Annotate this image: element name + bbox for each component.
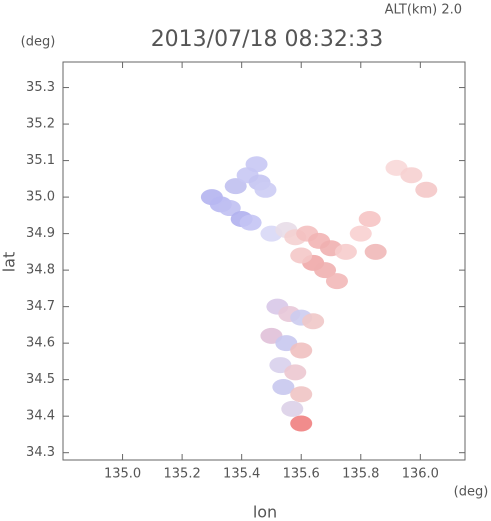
- chart-title: 2013/07/18 08:32:33: [151, 27, 384, 52]
- x-tick-label: 135.8: [342, 467, 379, 482]
- echo-patch: [334, 243, 357, 260]
- echo-patch: [349, 225, 372, 242]
- echo-patch: [325, 273, 348, 290]
- echo-patch: [290, 386, 313, 403]
- y-tick-label: 34.5: [26, 372, 55, 387]
- echo-patch: [400, 167, 423, 184]
- x-tick-label: 135.0: [104, 467, 141, 482]
- echo-patch: [224, 178, 247, 195]
- y-tick-label: 34.4: [26, 409, 55, 424]
- y-axis-label: lat: [0, 252, 19, 273]
- y-tick-label: 35.2: [26, 117, 55, 132]
- echo-patch: [302, 313, 325, 330]
- x-tick-label: 135.2: [164, 467, 201, 482]
- echo-patch: [290, 247, 313, 264]
- echo-patch: [364, 243, 387, 260]
- y-tick-label: 34.6: [26, 336, 55, 351]
- x-axis-label: lon: [253, 503, 277, 521]
- echo-patch: [245, 156, 268, 173]
- echo-patch: [239, 214, 262, 231]
- echo-patch: [415, 181, 438, 198]
- echo-patch: [314, 262, 337, 279]
- echo-patch: [272, 378, 295, 395]
- echo-patch: [284, 364, 307, 381]
- y-tick-label: 34.8: [26, 263, 55, 278]
- y-tick-label: 34.3: [26, 445, 55, 460]
- y-unit: (deg): [21, 35, 56, 50]
- annotation: ALT(km) 2.0: [385, 3, 462, 18]
- x-tick-label: 136.0: [402, 467, 439, 482]
- y-tick-label: 35.0: [26, 190, 55, 205]
- plot-frame: [62, 61, 466, 461]
- x-tick-label: 135.4: [223, 467, 260, 482]
- echo-patch: [290, 342, 313, 359]
- echo-patch: [358, 211, 381, 228]
- x-tick-label: 135.6: [283, 467, 320, 482]
- echo-patch: [281, 400, 304, 417]
- y-tick-label: 34.7: [26, 299, 55, 314]
- echo-patch: [254, 181, 277, 198]
- echo-patch: [218, 200, 241, 217]
- x-unit: (deg): [454, 485, 489, 500]
- echo-patch: [290, 415, 313, 432]
- y-tick-label: 34.9: [26, 226, 55, 241]
- y-tick-label: 35.3: [26, 80, 55, 95]
- y-tick-label: 35.1: [26, 153, 55, 168]
